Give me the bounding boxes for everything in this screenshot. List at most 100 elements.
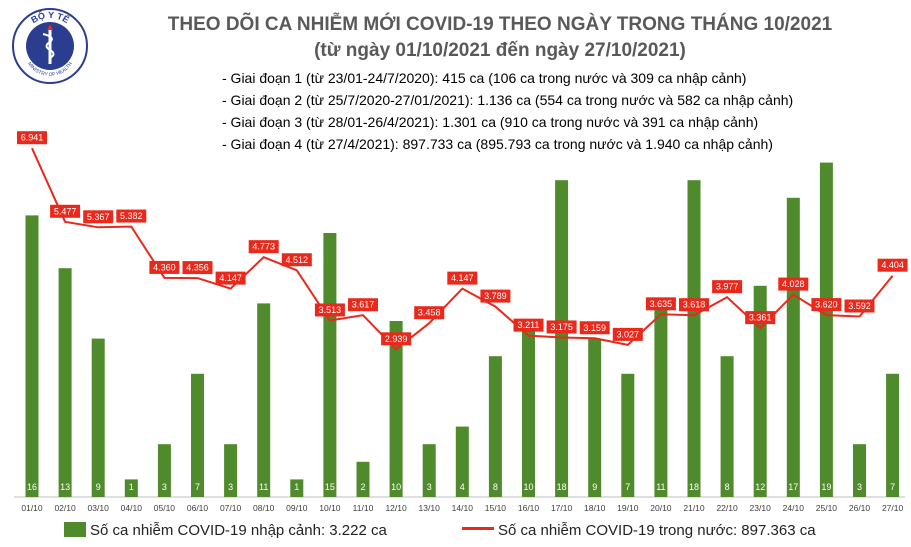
domestic-data-label: 4.360 <box>153 262 176 272</box>
domestic-data-label: 3.159 <box>583 323 606 333</box>
x-tick-label: 17/10 <box>551 503 573 513</box>
imported-bar-label: 1 <box>294 482 299 492</box>
domestic-label-bg <box>645 297 676 311</box>
domestic-label-bg <box>215 271 246 285</box>
domestic-label-bg <box>314 303 345 317</box>
x-tick-label: 04/10 <box>121 503 143 513</box>
imported-bar-label: 17 <box>788 482 798 492</box>
domestic-data-label: 4.147 <box>451 273 474 283</box>
domestic-data-label: 3.513 <box>319 305 342 315</box>
domestic-label-bg <box>447 271 478 285</box>
legend-domestic: Số ca nhiễm COVID-19 trong nước: 897.363… <box>462 522 816 539</box>
imported-bar-label: 3 <box>857 482 862 492</box>
imported-bar <box>753 285 767 497</box>
x-tick-label: 27/10 <box>882 503 904 513</box>
x-tick-label: 23/10 <box>750 503 772 513</box>
imported-bar-label: 11 <box>259 482 268 492</box>
domestic-data-label: 4.028 <box>782 279 805 289</box>
domestic-data-label: 3.361 <box>749 313 772 323</box>
domestic-label-bg <box>612 327 643 341</box>
domestic-label-bg <box>844 299 875 313</box>
legend-imported: Số ca nhiễm COVID-19 nhập cảnh: 3.222 ca <box>64 522 387 539</box>
imported-bar <box>191 373 204 497</box>
logo-text-top: BỘ Y TẾ <box>29 9 71 25</box>
x-tick-label: 06/10 <box>187 503 209 513</box>
domestic-data-label: 4.512 <box>286 255 309 265</box>
chart-subtitle: (từ ngày 01/10/2021 đến ngày 27/10/2021) <box>314 40 686 61</box>
imported-bar-label: 9 <box>96 482 101 492</box>
imported-bar <box>455 426 469 497</box>
legend-imported-label: Số ca nhiễm COVID-19 nhập cảnh: 3.222 ca <box>90 522 387 539</box>
imported-bar <box>819 162 833 497</box>
x-tick-label: 03/10 <box>88 503 110 513</box>
domestic-label-bg <box>679 298 709 312</box>
imported-bar-label: 3 <box>228 482 233 492</box>
imported-bar <box>621 373 635 497</box>
domestic-data-label: 3.592 <box>848 301 871 311</box>
x-tick-label: 15/10 <box>485 503 507 513</box>
domestic-label-bg <box>414 306 445 320</box>
svg-text:BỘ Y TẾ: BỘ Y TẾ <box>29 9 71 25</box>
domestic-data-label: 3.211 <box>518 320 540 330</box>
x-tick-label: 14/10 <box>452 503 474 513</box>
x-tick-label: 24/10 <box>783 503 805 513</box>
imported-bar-label: 9 <box>592 482 597 492</box>
domestic-label-bg <box>811 298 842 312</box>
x-tick-label: 26/10 <box>849 503 871 513</box>
x-tick-label: 07/10 <box>220 503 242 513</box>
imported-bar <box>257 303 271 497</box>
domestic-label-bg <box>712 280 743 294</box>
domestic-label-bg <box>480 289 511 303</box>
imported-bar-label: 10 <box>391 482 401 492</box>
stage-note-1: - Giai đoạn 1 (từ 23/01-24/7/2020): 415 … <box>222 70 747 86</box>
imported-bar-label: 3 <box>162 482 167 492</box>
domestic-data-label: 3.458 <box>418 308 441 318</box>
imported-bar <box>290 479 304 497</box>
chart-title: THEO DÕI CA NHIỄM MỚI COVID-19 THEO NGÀY… <box>167 14 833 35</box>
imported-bar-label: 16 <box>27 482 37 492</box>
domestic-label-bg <box>149 260 180 274</box>
imported-bar-label: 18 <box>689 482 699 492</box>
imported-bar-label: 15 <box>325 482 335 492</box>
x-tick-label: 11/10 <box>353 503 374 513</box>
domestic-data-label: 3.789 <box>484 291 507 301</box>
imported-bar <box>356 461 370 497</box>
imported-bar <box>853 444 866 497</box>
domestic-label-bg <box>83 210 114 224</box>
imported-bar-label: 8 <box>725 482 730 492</box>
ministry-of-health-logo: BỘ Y TẾ MINISTRY OF HEALTH <box>10 6 90 86</box>
imported-bar <box>588 338 602 497</box>
x-tick-label: 05/10 <box>154 503 176 513</box>
domestic-data-label: 4.404 <box>881 260 904 270</box>
x-tick-label: 10/10 <box>319 503 341 513</box>
x-tick-label: 02/10 <box>54 503 76 513</box>
imported-bar <box>422 444 436 497</box>
imported-bar <box>389 321 403 497</box>
imported-bar <box>720 356 734 497</box>
legend: Số ca nhiễm COVID-19 nhập cảnh: 3.222 ca… <box>0 520 911 544</box>
imported-bar <box>886 373 900 497</box>
imported-bar <box>654 303 668 497</box>
domestic-data-label: 5.367 <box>87 212 110 222</box>
legend-domestic-label: Số ca nhiễm COVID-19 trong nước: 897.363… <box>498 522 816 539</box>
domestic-label-bg <box>381 332 412 346</box>
imported-bar-label: 1 <box>129 482 134 492</box>
stage-note-4: - Giai đoạn 4 (từ 27/4/2021): 897.733 ca… <box>222 136 773 152</box>
imported-bar-label: 8 <box>493 482 498 492</box>
imported-bar <box>25 215 39 497</box>
x-tick-label: 16/10 <box>518 503 540 513</box>
x-tick-label: 13/10 <box>419 503 441 513</box>
imported-bar <box>157 444 171 497</box>
domestic-label-bg <box>281 253 312 267</box>
domestic-label-bg <box>745 311 776 325</box>
stage-note-2: - Giai đoạn 2 (từ 25/7/2020-27/01/2021):… <box>222 92 794 108</box>
legend-line-swatch <box>462 527 494 530</box>
x-tick-label: 18/10 <box>584 503 606 513</box>
x-tick-label: 12/10 <box>385 503 407 513</box>
x-tick-label: 20/10 <box>650 503 672 513</box>
imported-bar-label: 2 <box>360 482 365 492</box>
domestic-label-bg <box>116 209 147 223</box>
domestic-data-label: 2.939 <box>385 334 408 344</box>
x-tick-label: 01/10 <box>21 503 43 513</box>
